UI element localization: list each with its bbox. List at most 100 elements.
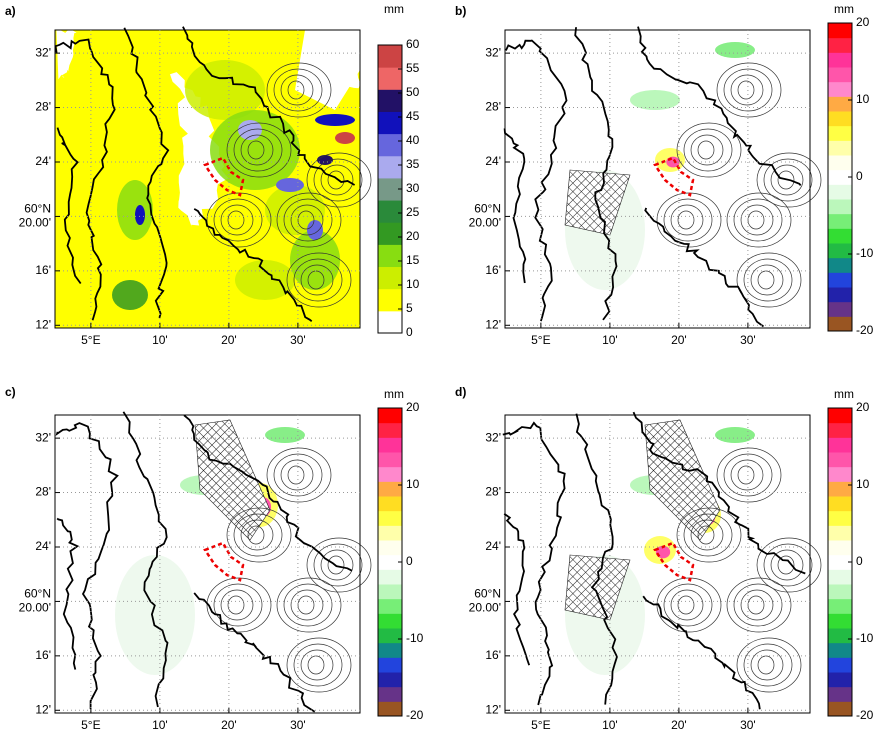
contour bbox=[290, 204, 324, 236]
contour bbox=[266, 62, 332, 118]
colorbar-band bbox=[828, 81, 852, 97]
contour bbox=[690, 519, 724, 551]
colorbar-band bbox=[378, 613, 402, 629]
colorbar-label: 20 bbox=[406, 400, 420, 414]
colorbar-label: -10 bbox=[856, 246, 874, 260]
contour bbox=[227, 595, 245, 615]
contour bbox=[777, 170, 795, 190]
colorbar-band bbox=[378, 628, 402, 644]
contour bbox=[287, 465, 305, 485]
contour bbox=[286, 637, 352, 693]
diff-blob bbox=[715, 42, 755, 58]
contour bbox=[313, 158, 363, 202]
y-tick-label: 16' bbox=[35, 648, 51, 662]
colorbar-band bbox=[828, 52, 852, 68]
contour bbox=[757, 270, 775, 290]
contour bbox=[750, 264, 784, 296]
colorbar-label: 20 bbox=[856, 400, 870, 414]
coastline bbox=[502, 421, 566, 706]
contour bbox=[656, 192, 722, 248]
colorbar-label: -20 bbox=[856, 323, 874, 337]
colorbar-band bbox=[828, 23, 852, 39]
contour bbox=[206, 577, 272, 633]
colorbar-label: -20 bbox=[856, 708, 874, 722]
colorbar-unit: mm bbox=[834, 2, 854, 16]
coastline bbox=[122, 411, 169, 708]
colorbar-label: 35 bbox=[406, 157, 420, 171]
coastline bbox=[503, 128, 527, 284]
colorbar-band bbox=[378, 177, 402, 201]
colorbar-label: 0 bbox=[856, 169, 863, 183]
colorbar-band bbox=[378, 89, 402, 112]
colorbar-band bbox=[378, 452, 402, 468]
contour bbox=[770, 549, 804, 581]
colorbar-band bbox=[378, 481, 402, 497]
colorbar-label: 10 bbox=[856, 92, 870, 106]
contour bbox=[313, 543, 363, 587]
y-tick-label: 60°N 20.00' bbox=[19, 202, 51, 230]
y-tick-label: 16' bbox=[485, 648, 501, 662]
contour bbox=[743, 643, 793, 687]
colorbar-band bbox=[378, 437, 402, 453]
contour bbox=[763, 543, 813, 587]
colorbar-unit: mm bbox=[834, 387, 854, 401]
contour bbox=[226, 507, 292, 563]
colorbar-label: 0 bbox=[856, 554, 863, 568]
label-line: 60°N bbox=[474, 587, 501, 601]
colorbar-band bbox=[828, 569, 852, 585]
contour bbox=[670, 589, 704, 621]
coastline bbox=[182, 26, 356, 186]
colorbar-label: 5 bbox=[406, 301, 413, 315]
label-line: 60°N bbox=[24, 587, 51, 601]
colorbar-band bbox=[828, 301, 852, 317]
contour bbox=[740, 589, 774, 621]
colorbar-band bbox=[828, 140, 852, 156]
contour bbox=[287, 80, 305, 100]
y-tick-label: 32' bbox=[35, 45, 51, 59]
colorbar-band bbox=[378, 642, 402, 658]
coastline bbox=[123, 27, 170, 319]
target-area bbox=[653, 156, 695, 197]
contour bbox=[220, 589, 254, 621]
colorbar-band bbox=[828, 686, 852, 702]
y-tick-label: 24' bbox=[485, 154, 501, 168]
map-frame bbox=[504, 414, 811, 714]
precip-blob bbox=[307, 220, 323, 240]
colorbar-band bbox=[378, 584, 402, 600]
colorbar-label: 45 bbox=[406, 109, 420, 123]
contour bbox=[233, 513, 283, 557]
x-tick-label: 5°E bbox=[81, 333, 100, 347]
contour bbox=[716, 62, 782, 118]
contour bbox=[726, 577, 792, 633]
precip-blob bbox=[290, 230, 340, 290]
diff-blob bbox=[115, 555, 195, 675]
y-tick-label: 28' bbox=[485, 485, 501, 499]
coastline bbox=[56, 517, 80, 670]
y-tick-label: 60°N 20.00' bbox=[469, 587, 501, 615]
colorbar-band bbox=[828, 199, 852, 215]
colorbar-unit: mm bbox=[384, 387, 404, 401]
contour bbox=[283, 198, 333, 242]
colorbar-band bbox=[828, 496, 852, 512]
colorbar-band bbox=[378, 672, 402, 688]
contour bbox=[213, 583, 263, 627]
contour bbox=[743, 258, 793, 302]
contour bbox=[747, 210, 765, 230]
panel-label: a) bbox=[5, 4, 16, 18]
y-tick-label: 24' bbox=[35, 539, 51, 553]
colorbar-label: 10 bbox=[406, 277, 420, 291]
contour bbox=[737, 80, 755, 100]
colorbar-band bbox=[828, 213, 852, 229]
y-tick-label: 60°N 20.00' bbox=[469, 202, 501, 230]
colorbar-band bbox=[378, 45, 402, 68]
contour bbox=[213, 198, 263, 242]
colorbar-band bbox=[828, 408, 852, 424]
colorbar-unit: mm bbox=[384, 2, 404, 16]
coastline bbox=[55, 422, 119, 710]
panel: b) 5°E 10' 20' 30' 32' 28' 24' 60°N 20.00' 16' 12' 2… bbox=[455, 2, 874, 347]
coastline bbox=[183, 414, 353, 572]
colorbar-label: 15 bbox=[406, 253, 420, 267]
x-tick-label: 20' bbox=[221, 718, 237, 732]
contour bbox=[756, 152, 822, 208]
contour bbox=[740, 204, 774, 236]
